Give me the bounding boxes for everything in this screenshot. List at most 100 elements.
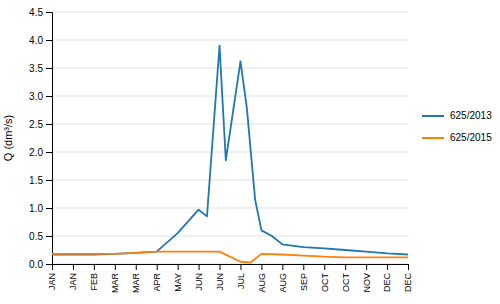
- y-tick: 2.5: [29, 119, 52, 130]
- x-tick-mark: [303, 264, 304, 270]
- legend-item: 625/2015: [422, 132, 492, 143]
- y-tick-label: 4.5: [29, 7, 43, 18]
- series-line: [52, 46, 408, 255]
- y-tick-label: 4.0: [29, 35, 43, 46]
- x-tick: AUG: [278, 264, 288, 293]
- series-line: [52, 252, 408, 263]
- grid-line: [52, 96, 408, 97]
- y-tick: 1.5: [29, 175, 52, 186]
- x-tick-mark: [220, 264, 221, 270]
- x-tick-mark: [178, 264, 179, 270]
- x-tick: MAR: [131, 264, 141, 293]
- x-tick-mark: [345, 264, 346, 270]
- series-group: [52, 46, 408, 263]
- x-tick: DEC: [382, 264, 392, 292]
- x-tick-mark: [282, 264, 283, 270]
- x-tick-label: JUN: [194, 273, 204, 291]
- legend-label: 625/2013: [450, 110, 492, 121]
- plot: JAN JAN FEB MAR MAR APR MAY JUN JUN JUL AUG AUG SEP O…: [2, 7, 413, 293]
- x-tick-mark: [136, 264, 137, 270]
- grid-line: [52, 12, 408, 13]
- x-tick-label: AUG: [278, 273, 288, 293]
- y-tick-label: 2.0: [29, 147, 43, 158]
- y-tick-mark: [46, 236, 52, 237]
- x-tick-mark: [115, 264, 116, 270]
- y-tick-label: 3.5: [29, 63, 43, 74]
- x-tick-label: JAN: [68, 273, 78, 290]
- x-tick: MAR: [110, 264, 120, 293]
- y-tick-mark: [46, 264, 52, 265]
- y-tick-mark: [46, 68, 52, 69]
- y-tick: 0.5: [29, 231, 52, 242]
- x-tick-mark: [387, 264, 388, 270]
- x-tick-mark: [73, 264, 74, 270]
- legend-item: 625/2013: [422, 110, 492, 121]
- y-tick: 2.0: [29, 147, 52, 158]
- grid-line: [52, 40, 408, 41]
- x-tick-label: MAY: [173, 273, 183, 292]
- x-tick-mark: [324, 264, 325, 270]
- y-tick: 0.0: [29, 259, 52, 270]
- x-tick-label: OCT: [320, 273, 330, 293]
- grid-line: [52, 180, 408, 181]
- x-tick-label: JUL: [236, 273, 246, 289]
- y-tick-mark: [46, 40, 52, 41]
- y-axis-line: [46, 13, 53, 265]
- y-tick: 4.0: [29, 35, 52, 46]
- x-tick: JAN: [47, 264, 57, 290]
- y-tick-mark: [46, 96, 52, 97]
- y-tick-label: 1.5: [29, 175, 43, 186]
- y-tick: 3.0: [29, 91, 52, 102]
- y-tick-label: 0.5: [29, 231, 43, 242]
- y-tick: 3.5: [29, 63, 52, 74]
- x-tick-label: JUN: [215, 273, 225, 291]
- y-tick-label: 0.0: [29, 259, 43, 270]
- x-tick: AUG: [257, 264, 267, 293]
- x-axis-line: [53, 265, 409, 271]
- grid-line: [52, 208, 408, 209]
- x-tick-label: OCT: [341, 273, 351, 293]
- y-tick-mark: [46, 180, 52, 181]
- x-tick-mark: [408, 264, 409, 270]
- x-tick-label: AUG: [257, 273, 267, 293]
- y-tick-mark: [46, 124, 52, 125]
- x-axis: JAN JAN FEB MAR MAR APR MAY JUN JUN JUL AUG AUG SEP O…: [47, 264, 413, 293]
- y-tick-label: 2.5: [29, 119, 43, 130]
- y-tick-mark: [46, 152, 52, 153]
- x-tick: NOV: [361, 264, 371, 293]
- x-tick-mark: [240, 264, 241, 270]
- x-tick-mark: [366, 264, 367, 270]
- x-tick-label: NOV: [361, 273, 371, 293]
- x-tick: JUL: [236, 264, 246, 289]
- y-tick: 4.5: [29, 7, 52, 18]
- y-tick: 1.0: [29, 203, 52, 214]
- legend-swatch: [422, 115, 444, 117]
- x-tick-mark: [94, 264, 95, 270]
- x-tick-label: SEP: [299, 273, 309, 291]
- x-tick-label: APR: [152, 273, 162, 292]
- grid-line: [52, 124, 408, 125]
- x-tick: DEC: [403, 264, 413, 292]
- x-tick-label: DEC: [382, 273, 392, 293]
- x-tick: OCT: [320, 264, 330, 292]
- y-tick-label: 3.0: [29, 91, 43, 102]
- x-tick-label: MAR: [110, 273, 120, 294]
- grid-line: [52, 236, 408, 237]
- x-tick-label: DEC: [403, 273, 413, 293]
- x-tick: MAY: [173, 264, 183, 292]
- chart: JAN JAN FEB MAR MAR APR MAY JUN JUN JUL AUG AUG SEP O…: [0, 0, 500, 304]
- x-tick-mark: [157, 264, 158, 270]
- x-tick-mark: [199, 264, 200, 270]
- grid-line: [52, 68, 408, 69]
- y-axis: 0.0 0.5 1.0 1.5 2.0 2.5 3.0 3.5 4.0 4.5: [29, 7, 52, 270]
- legend-swatch: [422, 137, 444, 139]
- grid: [52, 12, 408, 264]
- x-tick: JUN: [215, 264, 225, 291]
- legend-label: 625/2015: [450, 132, 492, 143]
- y-tick-mark: [46, 208, 52, 209]
- grid-line: [52, 152, 408, 153]
- x-tick-mark: [261, 264, 262, 270]
- x-tick: FEB: [89, 264, 99, 291]
- x-tick-label: FEB: [89, 273, 99, 291]
- x-tick: JAN: [68, 264, 78, 290]
